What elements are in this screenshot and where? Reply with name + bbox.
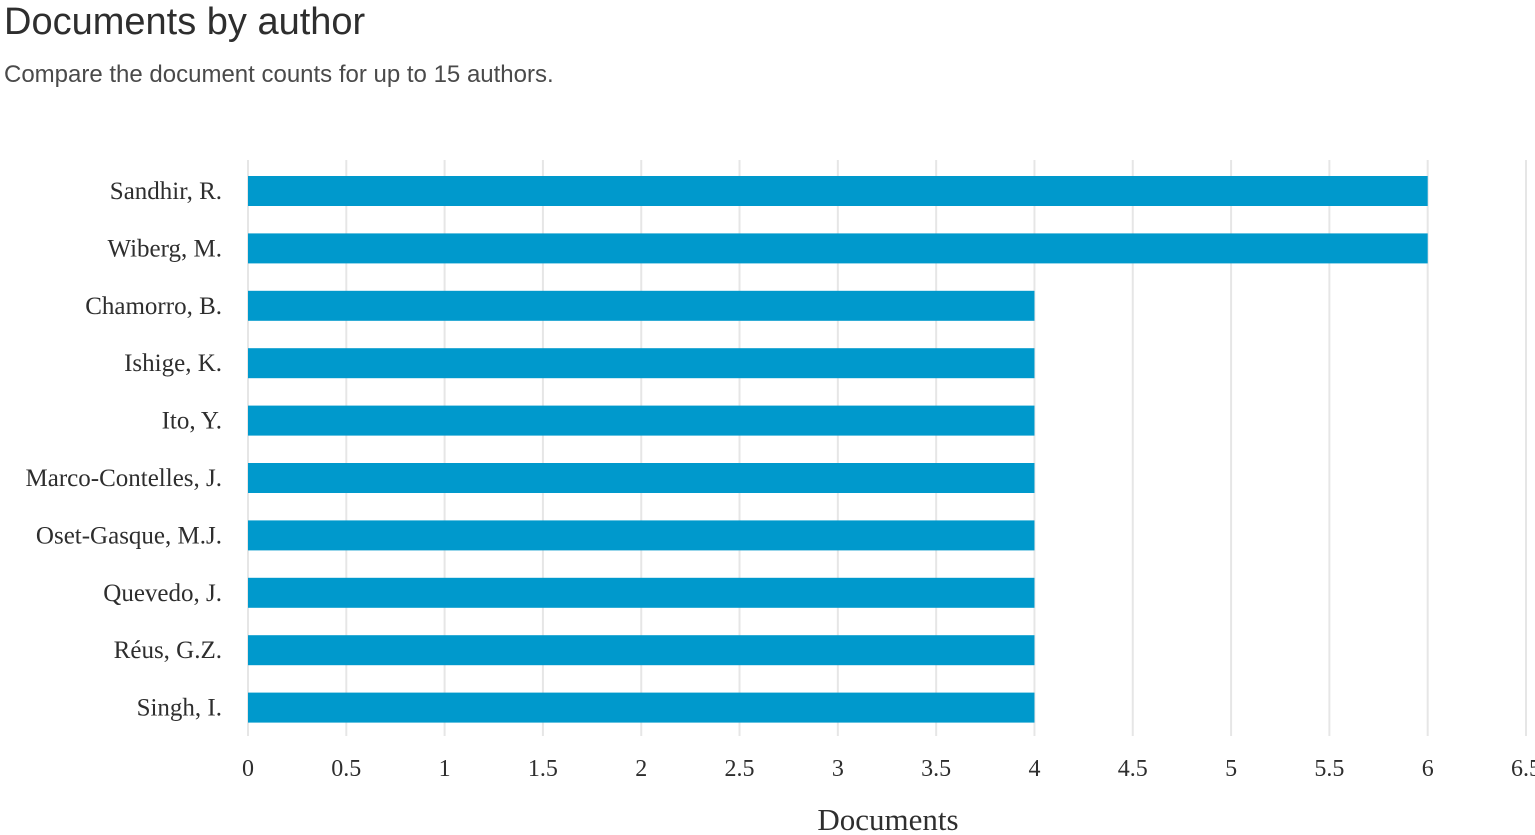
x-tick-label: 5 <box>1225 756 1237 782</box>
bar[interactable] <box>248 405 1035 436</box>
x-tick-label: 3.5 <box>921 756 951 782</box>
chart-title: Documents by author <box>4 1 366 43</box>
x-tick-label: 1 <box>439 756 451 782</box>
bar[interactable] <box>248 635 1035 666</box>
x-tick-label: 0 <box>242 756 254 782</box>
x-tick-label: 2.5 <box>725 756 755 782</box>
bars <box>248 176 1428 723</box>
category-label: Oset-Gasque, M.J. <box>36 522 222 549</box>
category-label: Réus, G.Z. <box>114 637 222 664</box>
bar[interactable] <box>248 176 1428 206</box>
category-label: Quevedo, J. <box>103 580 222 607</box>
x-tick-labels: 0 0.5 1 1.5 2 2.5 3 3.5 4 4.5 5 5.5 6 6.5 <box>242 756 1535 782</box>
category-label: Marco-Contelles, J. <box>26 465 222 492</box>
bar[interactable] <box>248 348 1035 379</box>
category-label: Chamorro, B. <box>85 293 222 320</box>
bar[interactable] <box>248 577 1035 608</box>
x-tick-label: 5.5 <box>1314 756 1344 782</box>
x-tick-label: 4 <box>1028 756 1040 782</box>
bar[interactable] <box>248 520 1035 551</box>
category-label: Wiberg, M. <box>108 235 223 262</box>
x-axis-title: Documents <box>817 802 958 835</box>
x-tick-label: 1.5 <box>528 756 558 782</box>
category-label: Sandhir, R. <box>110 178 222 205</box>
category-label: Ishige, K. <box>124 350 222 377</box>
x-tick-label: 4.5 <box>1118 756 1148 782</box>
category-label: Singh, I. <box>137 695 222 722</box>
x-tick-label: 3 <box>832 756 844 782</box>
x-tick-label: 0.5 <box>331 756 361 782</box>
bar[interactable] <box>248 463 1035 493</box>
category-labels: Sandhir, R. Wiberg, M. Chamorro, B. Ishige,… <box>26 178 222 722</box>
bar[interactable] <box>248 290 1035 321</box>
x-tick-label: 6.5 <box>1511 756 1535 782</box>
chart-subtitle: Compare the document counts for up to 15… <box>4 61 554 88</box>
x-tick-label: 6 <box>1422 756 1434 782</box>
bar[interactable] <box>248 692 1035 723</box>
bar[interactable] <box>248 233 1428 264</box>
x-tick-label: 2 <box>635 756 647 782</box>
category-label: Ito, Y. <box>162 408 222 435</box>
